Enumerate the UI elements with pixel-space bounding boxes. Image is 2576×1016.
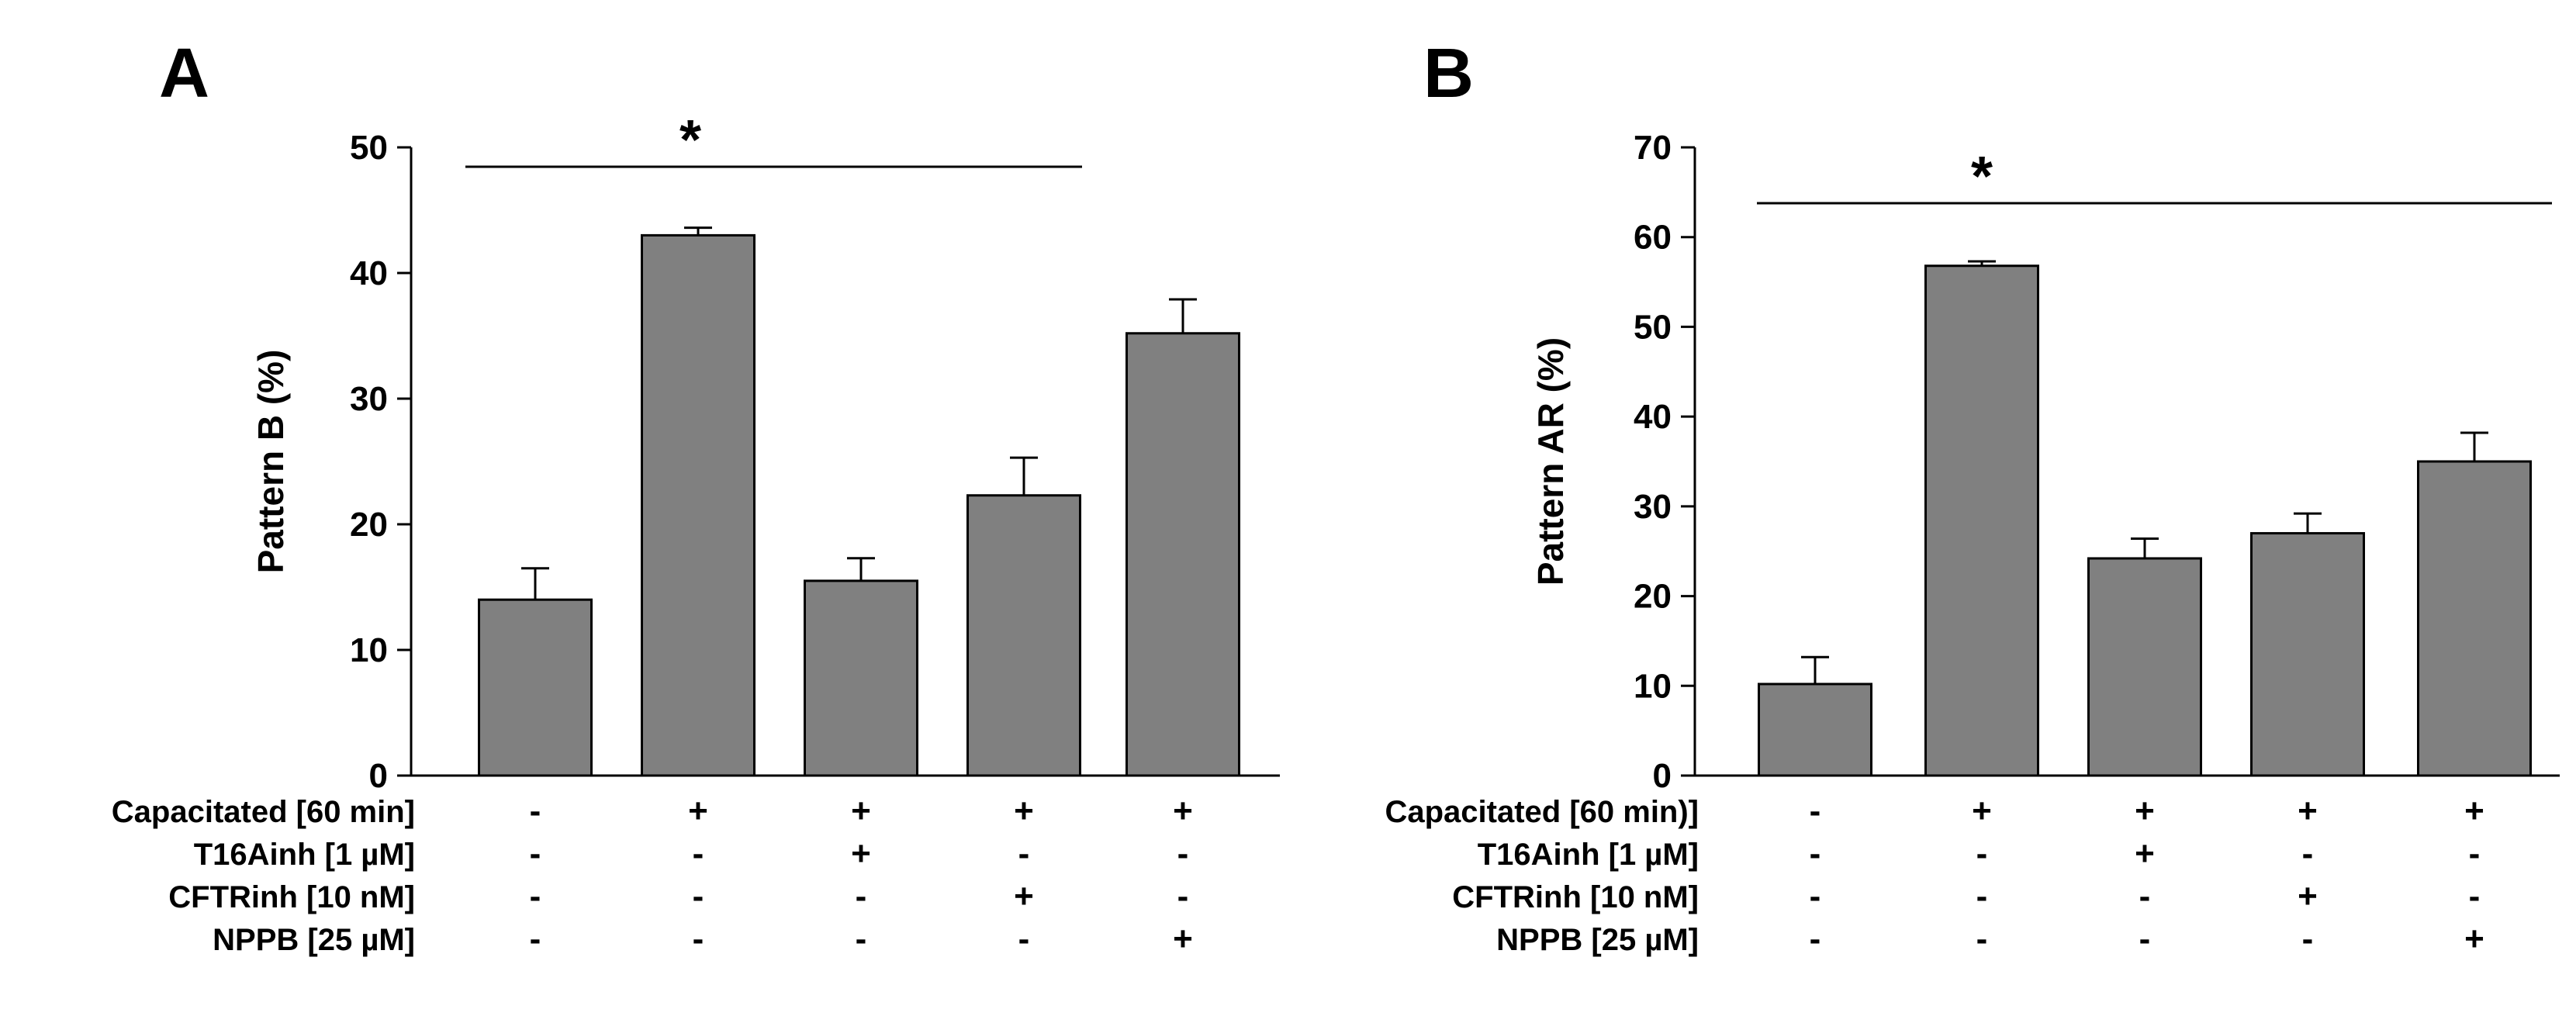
y-tick-label: 50 xyxy=(1634,308,1672,346)
bar xyxy=(966,494,1081,777)
condition-mark: - xyxy=(2139,920,2151,958)
condition-mark: - xyxy=(1177,877,1189,915)
bar xyxy=(641,233,756,777)
bar xyxy=(1125,332,1240,777)
y-tick-label: 0 xyxy=(1653,757,1672,795)
y-tick-label: 40 xyxy=(1634,398,1672,436)
condition-mark: + xyxy=(851,835,871,873)
condition-mark: - xyxy=(1810,792,1821,830)
condition-mark: - xyxy=(1810,920,1821,958)
condition-mark: - xyxy=(1018,920,1030,958)
condition-mark: - xyxy=(1810,877,1821,915)
condition-mark: - xyxy=(693,877,704,915)
condition-mark: - xyxy=(530,877,541,915)
y-axis-label: Pattern B (%) xyxy=(251,350,291,574)
condition-label: NPPB [25 µM] xyxy=(213,923,415,957)
condition-mark: - xyxy=(530,792,541,830)
condition-mark: + xyxy=(2298,792,2318,830)
significance-star: * xyxy=(1971,146,1993,208)
condition-mark: + xyxy=(2464,792,2484,830)
condition-mark: + xyxy=(2464,920,2484,958)
condition-label: CFTRinh [10 nM] xyxy=(168,880,415,914)
bar xyxy=(2087,557,2202,777)
bar xyxy=(804,579,918,777)
y-tick-label: 30 xyxy=(1634,488,1672,526)
condition-mark: + xyxy=(2298,877,2318,915)
condition-mark: + xyxy=(851,792,871,830)
condition-mark: - xyxy=(1177,835,1189,873)
panel-label: A xyxy=(159,35,209,112)
condition-mark: - xyxy=(1976,877,1988,915)
condition-label: T16Ainh [1 µM] xyxy=(1478,838,1699,872)
y-tick-label: 30 xyxy=(350,380,388,418)
condition-mark: + xyxy=(1014,877,1034,915)
panel-label: B xyxy=(1423,35,1474,112)
y-tick-label: 50 xyxy=(350,129,388,167)
condition-mark: - xyxy=(693,920,704,958)
bar xyxy=(2250,532,2365,777)
bar xyxy=(1924,264,2039,777)
condition-label: T16Ainh [1 µM] xyxy=(194,838,415,872)
condition-mark: + xyxy=(2135,792,2155,830)
condition-label: CFTRinh [10 nM] xyxy=(1452,880,1699,914)
condition-mark: - xyxy=(530,835,541,873)
condition-label: NPPB [25 µM] xyxy=(1496,923,1699,957)
y-tick-label: 60 xyxy=(1634,219,1672,257)
condition-mark: - xyxy=(2139,877,2151,915)
y-tick-label: 40 xyxy=(350,254,388,292)
bar xyxy=(478,598,593,777)
condition-mark: + xyxy=(688,792,708,830)
y-tick-label: 20 xyxy=(1634,578,1672,616)
condition-mark: + xyxy=(1972,792,1992,830)
y-tick-label: 0 xyxy=(369,757,388,795)
condition-mark: - xyxy=(2302,920,2314,958)
condition-mark: - xyxy=(2302,835,2314,873)
condition-mark: - xyxy=(1018,835,1030,873)
condition-mark: - xyxy=(856,877,867,915)
condition-label: Capacitated [60 min)] xyxy=(1385,795,1699,829)
bar xyxy=(1758,683,1872,777)
condition-mark: - xyxy=(1976,920,1988,958)
condition-mark: - xyxy=(530,920,541,958)
y-axis-label: Pattern AR (%) xyxy=(1530,337,1571,586)
condition-mark: + xyxy=(1173,920,1193,958)
panel-a: A 0 10 20 30 40 50 Pattern B (%) * Capacitated [6… xyxy=(112,35,1280,958)
y-tick-label: 70 xyxy=(1634,129,1672,167)
condition-mark: - xyxy=(1976,835,1988,873)
condition-mark: - xyxy=(2469,877,2481,915)
condition-mark: - xyxy=(2469,835,2481,873)
y-tick-label: 10 xyxy=(1634,667,1672,705)
condition-mark: + xyxy=(1014,792,1034,830)
condition-mark: - xyxy=(856,920,867,958)
panel-b: B 0 10 20 30 40 50 60 70 Pattern AR (%) * Capacitat… xyxy=(1385,35,2560,958)
bar xyxy=(2417,460,2532,777)
condition-mark: + xyxy=(1173,792,1193,830)
condition-mark: + xyxy=(2135,835,2155,873)
y-tick-label: 20 xyxy=(350,506,388,544)
significance-star: * xyxy=(679,109,701,171)
y-tick-label: 10 xyxy=(350,631,388,669)
condition-label: Capacitated [60 min] xyxy=(112,795,415,829)
condition-mark: - xyxy=(693,835,704,873)
condition-mark: - xyxy=(1810,835,1821,873)
